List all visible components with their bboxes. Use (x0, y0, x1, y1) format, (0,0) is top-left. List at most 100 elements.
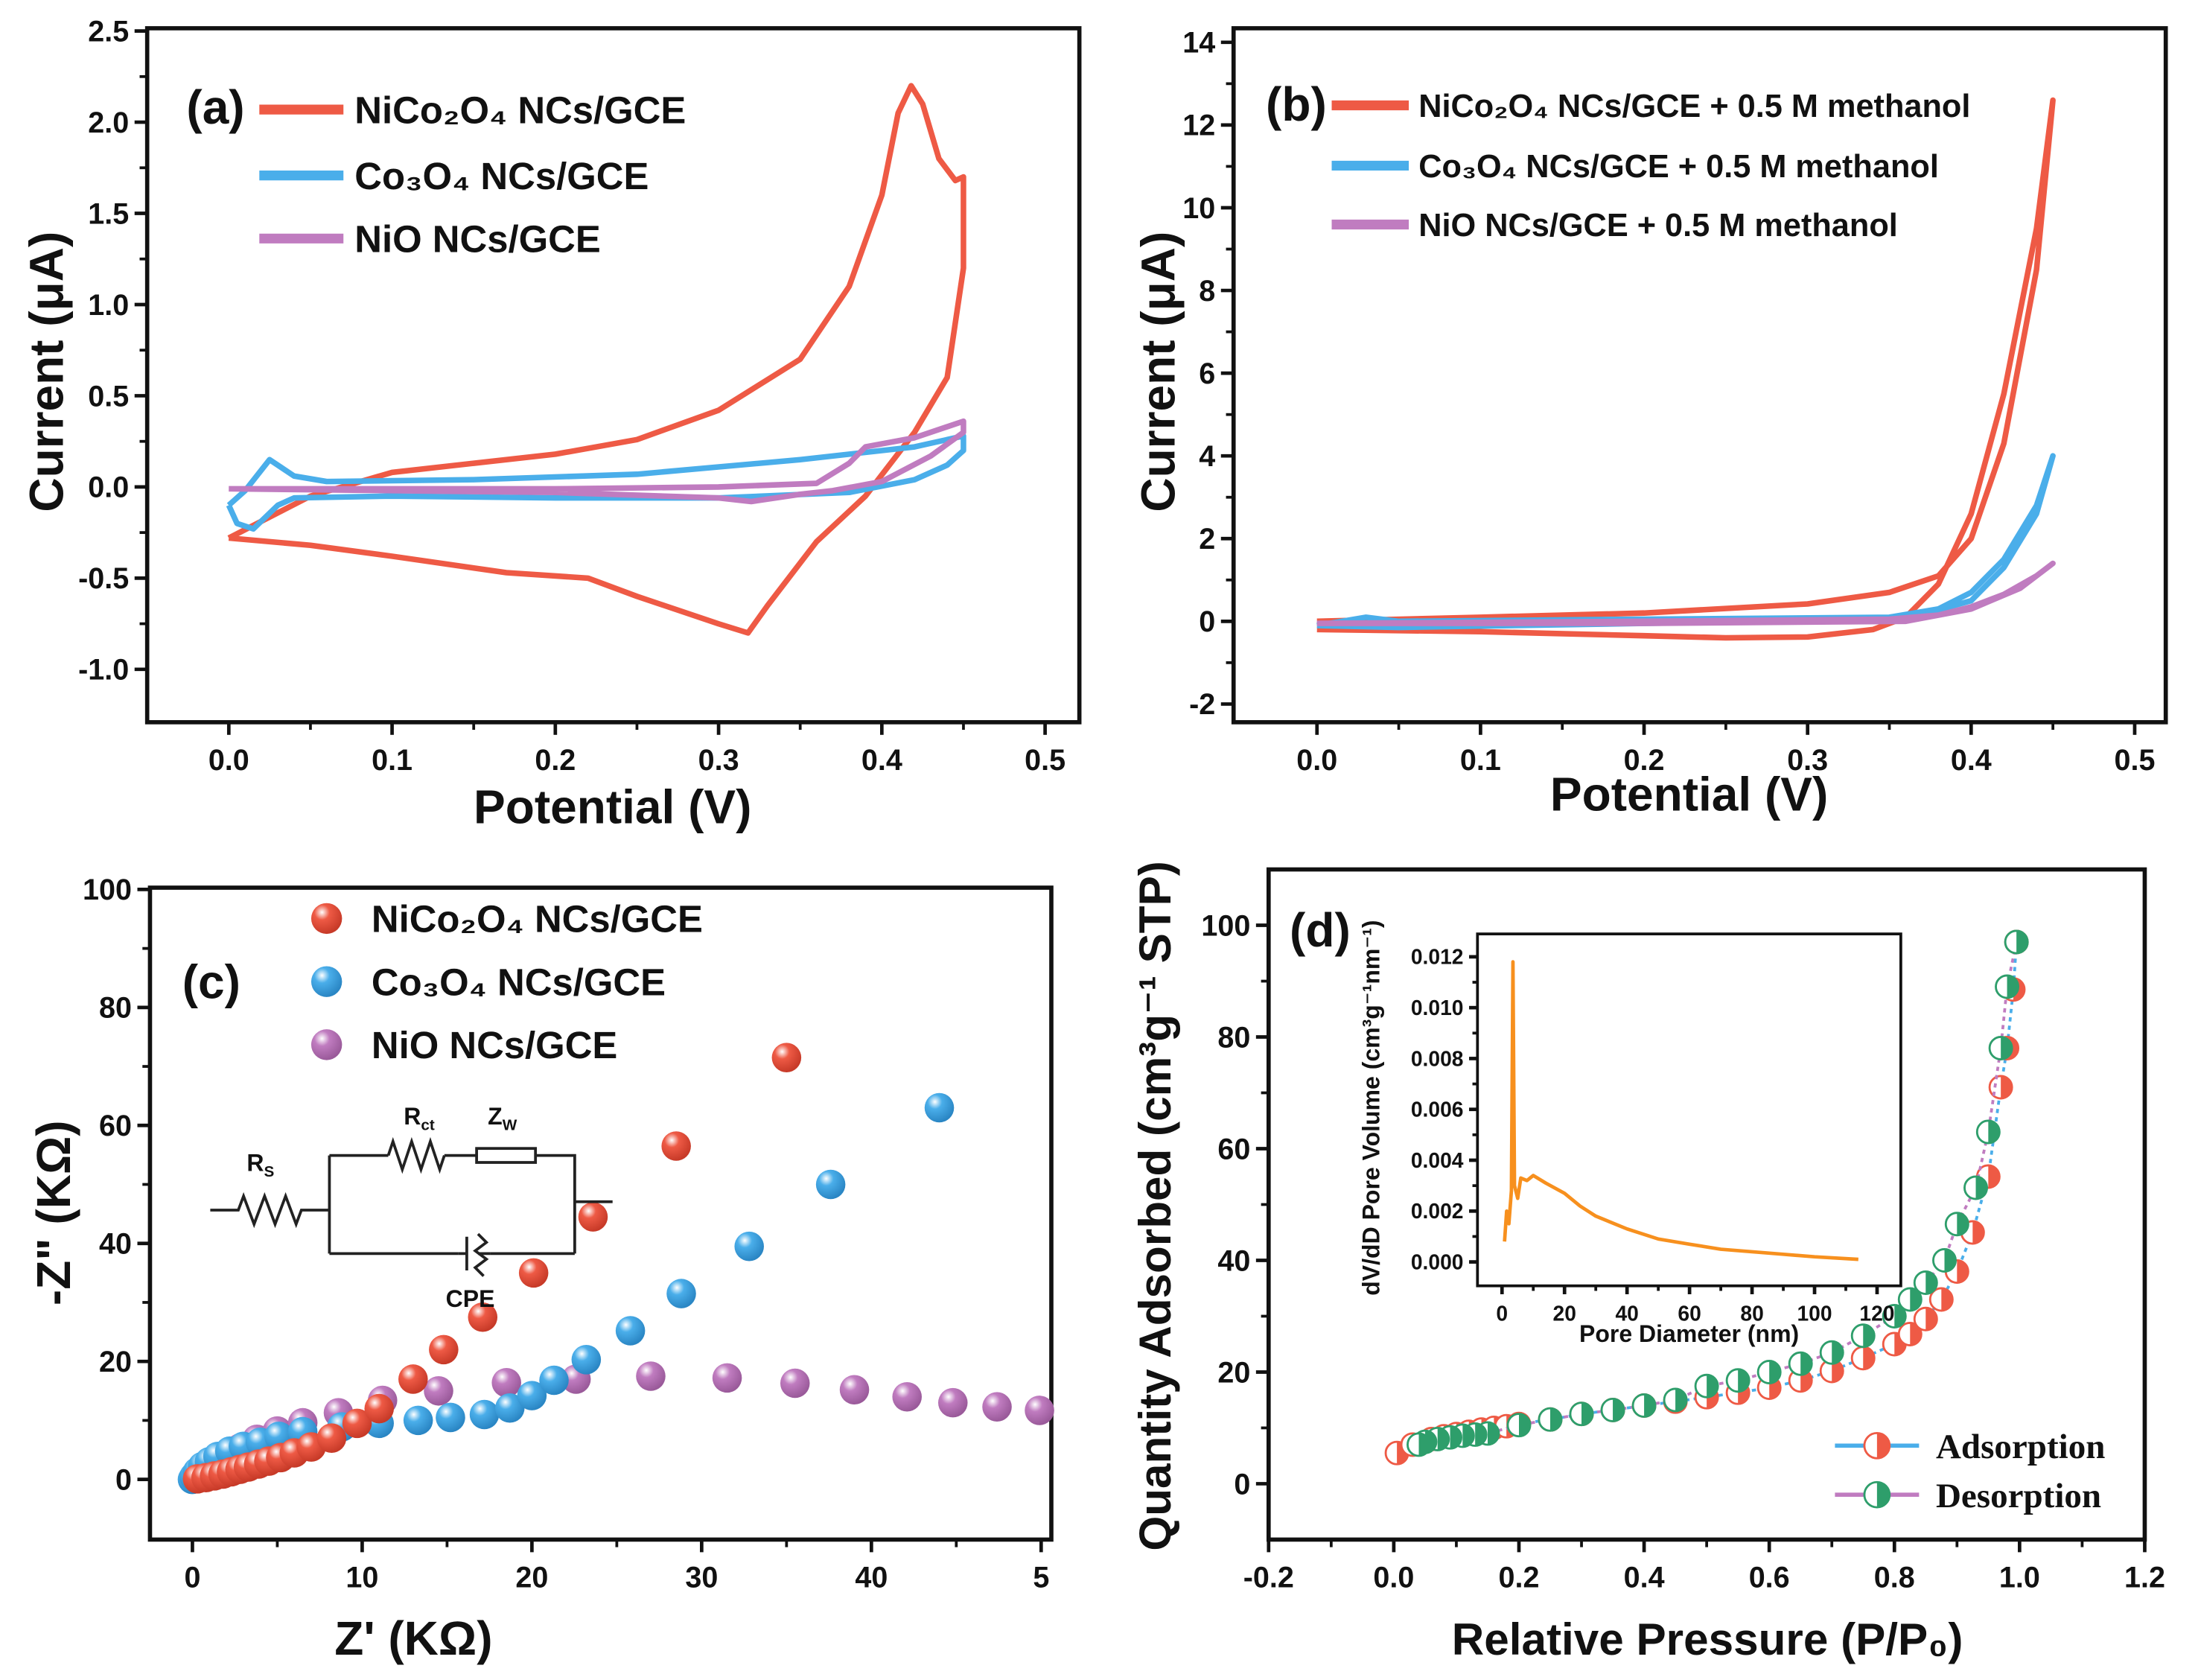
x-tick-label: 0.4 (861, 744, 902, 777)
series-line (1503, 960, 1858, 1261)
data-point-fill (1644, 1394, 1656, 1417)
cpe-element (458, 1232, 491, 1277)
y-tick-label: 1.0 (88, 289, 129, 322)
y-tick-label: 14 (1182, 27, 1215, 60)
x-tick-label: 5 (1033, 1561, 1049, 1594)
data-point-fill (1925, 1308, 1937, 1331)
y-tick-label: 60 (99, 1110, 132, 1142)
data-point (734, 1231, 764, 1261)
legend-swatch (310, 1029, 343, 1060)
plot-frame (1476, 932, 1902, 1288)
y-tick-label: 6 (1199, 357, 1215, 390)
y-tick-label: 0.006 (1411, 1098, 1464, 1121)
x-tick-label: 0.5 (1025, 744, 1065, 777)
legend: Adsorption Desorption (1835, 1428, 2105, 1515)
x-tick-label: 0.2 (535, 744, 576, 777)
y-tick-label: 100 (1201, 909, 1250, 942)
data-point (712, 1363, 742, 1393)
x-tick-label: 0.2 (1624, 744, 1665, 777)
plot-frame (147, 885, 1054, 1542)
legend: NiCo₂O₄ NCs/GCE + 0.5 M methanol Co₃O₄ NC… (1331, 89, 1970, 244)
data-point (780, 1368, 810, 1399)
data-point-fill (1418, 1433, 1430, 1457)
data-point (615, 1316, 646, 1346)
y-tick-label: 12 (1182, 109, 1215, 142)
data-point (578, 1202, 608, 1232)
data-point-fill (1944, 1249, 1956, 1272)
y-axis-label: -Z" (KΩ) (27, 1120, 80, 1305)
x-tick-label: 20 (515, 1561, 548, 1594)
data-point-fill (1941, 1288, 1953, 1311)
legend-label: NiO NCs/GCE (372, 1024, 617, 1066)
data-point-fill (1925, 1271, 1937, 1294)
y-axis-label: Quantity Adsorbed (cm³g⁻¹ STP) (1130, 861, 1180, 1550)
legend-label: NiCo₂O₄ NCs/GCE + 0.5 M methanol (1418, 89, 1970, 124)
data-point-fill (1707, 1375, 1718, 1398)
data-point (316, 1423, 347, 1453)
panel-a: 0.0 0.1 0.2 0.3 0.4 0.5 -1.0 -0.5 0.0 0.5 1.0 1.5 2.… (20, 15, 1082, 833)
plot-frame (144, 26, 1082, 725)
data-point-fill (1800, 1352, 1812, 1375)
data-point (398, 1364, 428, 1394)
legend-swatch (310, 903, 343, 935)
x-tick-label: 0.1 (1460, 744, 1501, 777)
x-tick-label: 0.0 (208, 744, 249, 777)
label-main: R (404, 1103, 421, 1130)
y-tick-label: 80 (99, 992, 132, 1025)
data-point (661, 1131, 691, 1161)
x-tick-label: 1.2 (2124, 1561, 2165, 1594)
series-line (1316, 453, 2056, 631)
x-axis-label: Relative Pressure (P/P₀) (1452, 1614, 1963, 1664)
y-tick-label: 0.000 (1411, 1250, 1464, 1273)
circuit-label-rct: Rct (404, 1103, 435, 1134)
series-line (1316, 560, 2056, 626)
y-tick-label: 0.010 (1411, 996, 1464, 1019)
y-tick-label: 2.5 (88, 15, 129, 48)
x-tick-label: 0.8 (1874, 1561, 1915, 1594)
series-0 (1316, 97, 2056, 641)
data-point (491, 1367, 521, 1398)
data-point-fill (2016, 930, 2028, 954)
resistor-rct (386, 1136, 446, 1174)
series-line (229, 418, 966, 505)
y-axis-label: Current (μA) (1132, 232, 1185, 512)
data-point-fill (1863, 1324, 1875, 1347)
series-line (1316, 97, 2056, 641)
data-point (436, 1402, 465, 1433)
legend-label: NiO NCs/GCE + 0.5 M methanol (1418, 208, 1898, 244)
resistor-rs (210, 1191, 330, 1229)
legend-label: Desorption (1936, 1477, 2101, 1515)
data-point (468, 1302, 498, 1332)
plot-frame (1266, 867, 2147, 1542)
y-tick-label: 0.004 (1411, 1148, 1464, 1172)
panel-inset: 0 20 40 60 80 100 120 0.000 0.002 0.004 0.006 0.008… (1358, 920, 1902, 1347)
data-point (429, 1334, 459, 1365)
x-tick-label: 0.3 (1787, 744, 1828, 777)
legend-label: Co₃O₄ NCs/GCE (372, 961, 666, 1003)
data-point-fill (1581, 1402, 1593, 1425)
series-2 (229, 418, 966, 505)
series-1 (1407, 929, 2029, 1457)
x-tick-label: 10 (345, 1561, 378, 1594)
y-tick-label: 80 (1217, 1021, 1250, 1054)
x-tick-label: -0.2 (1243, 1561, 1294, 1594)
y-tick-label: 0.012 (1411, 945, 1464, 969)
data-point (494, 1393, 525, 1423)
data-point (403, 1405, 433, 1436)
y-axis-label: dV/dD Pore Volume (cm³g⁻¹nm⁻¹) (1358, 920, 1385, 1295)
plot-frame (1231, 26, 2168, 725)
legend-label: NiCo₂O₄ NCs/GCE (354, 89, 686, 131)
data-point-fill (1462, 1424, 1474, 1448)
data-point-fill (1487, 1422, 1500, 1445)
data-point-fill (1876, 1433, 1890, 1459)
data-point-fill (1475, 1423, 1487, 1446)
data-point-fill (1769, 1361, 1781, 1384)
y-tick-label: 2.0 (88, 106, 129, 139)
y-tick-label: 1.5 (88, 197, 129, 230)
inset-background (1477, 934, 1901, 1286)
data-point-fill (1832, 1359, 1844, 1383)
x-tick-label: 0.5 (2114, 744, 2155, 777)
y-tick-label: 100 (83, 874, 132, 906)
